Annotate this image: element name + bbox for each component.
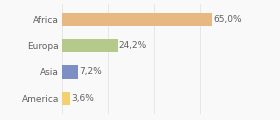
Bar <box>62 13 212 26</box>
Text: 7,2%: 7,2% <box>80 67 102 76</box>
Bar <box>62 65 78 78</box>
Text: 3,6%: 3,6% <box>71 94 94 103</box>
Bar <box>62 92 70 105</box>
Bar <box>62 39 118 52</box>
Text: 24,2%: 24,2% <box>119 41 147 50</box>
Text: 65,0%: 65,0% <box>213 15 242 24</box>
